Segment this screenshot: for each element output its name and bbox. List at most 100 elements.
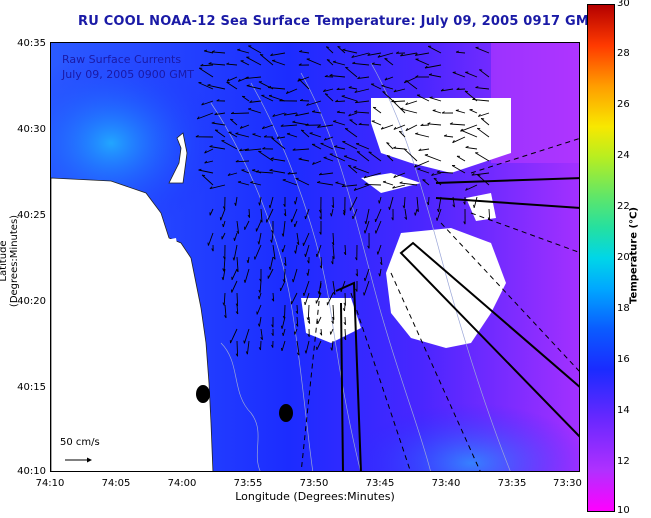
current-vector-head [317,180,321,183]
current-vector-head [324,93,329,95]
current-vector-head [403,148,408,150]
current-vector-arrow [258,292,262,300]
current-vector-head [341,95,345,97]
current-vector-head [415,75,419,78]
current-vector-head [227,173,231,176]
current-vector-arrow [456,155,466,162]
current-vector-arrow [416,94,430,102]
current-vector-arrow [254,244,262,260]
current-vector-arrow [424,64,442,69]
x-tick-label: 73:40 [431,478,461,489]
current-vector-head [331,242,335,246]
current-vector-arrow [308,316,311,324]
x-tick-label: 73:50 [299,478,329,489]
current-vector-head [387,155,391,157]
current-vector-head [388,206,390,210]
current-vector-head [353,187,357,191]
current-vector-arrow [281,316,286,329]
current-vector-arrow [258,316,262,327]
current-vector-arrow [240,124,250,129]
current-vector-arrow [348,87,358,90]
current-vector-arrow [246,340,250,355]
y-tick-label: 40:10 [17,466,46,477]
current-vector-arrow [429,97,442,102]
current-vector-arrow [294,220,298,228]
transect-lines [300,138,579,471]
current-vector-head [336,110,340,113]
colorbar-tick: 30 [617,0,630,9]
current-vector-head [391,99,395,103]
current-vector-head [472,97,476,100]
current-vector-head [280,124,284,127]
current-vector-arrow [364,183,382,186]
current-vector-arrow [230,328,238,344]
current-vector-arrow [245,148,262,152]
current-vector-head [235,353,238,357]
current-vector-arrow [344,128,358,138]
current-vector-head [427,122,431,125]
current-vector-arrow [248,108,262,114]
current-vector-arrow [456,51,466,54]
current-vector-arrow [405,124,418,132]
current-vector-head [235,159,239,163]
current-vector-arrow [427,45,442,54]
current-vector-arrow [282,179,298,186]
current-vector-head [272,59,276,62]
current-vector-head [268,85,272,88]
current-vector-arrow [241,95,250,102]
current-vector-arrow [371,63,382,66]
current-vector-arrow [341,95,358,102]
current-vector-arrow [307,304,310,321]
current-vector-head [296,352,300,356]
current-vector-arrow [405,80,418,90]
current-vector-arrow [399,182,418,186]
current-vector-arrow [476,127,490,138]
current-vector-head [353,166,357,168]
current-vector-arrow [255,220,262,232]
current-vector-head [348,164,352,167]
current-vector-head [292,279,294,283]
current-vector-arrow [427,123,442,126]
current-vector-arrow [243,328,250,344]
current-vector-arrow [351,52,370,58]
current-vector-arrow [298,78,310,90]
current-vector-head [477,174,481,176]
current-vector-arrow [305,340,310,354]
current-vector-arrow [329,75,346,78]
current-vector-arrow [404,208,408,220]
current-vector-arrow [344,244,347,255]
current-vector-head [306,272,309,276]
current-vector-head [405,102,409,106]
current-vector-head [270,157,274,160]
current-vector-head [258,296,260,300]
current-vector-head [211,121,215,124]
current-vector-head [343,252,347,256]
current-vector-head [298,78,302,81]
current-vector-arrow [330,208,334,217]
current-vector-arrow [403,148,418,162]
current-vector-arrow [208,63,226,66]
current-vector-head [420,123,424,126]
current-vector-arrow [268,87,286,90]
current-vector-arrow [282,244,286,253]
current-vector-arrow [393,172,406,179]
current-vector-head [391,217,394,221]
current-vector-head [237,48,241,51]
current-vector-head [283,203,286,207]
y-tick-label: 40:15 [17,382,46,393]
current-vector-arrow [235,133,250,138]
current-vector-arrow [355,100,370,104]
current-vector-arrow [398,130,406,138]
current-vector-head [200,63,204,67]
current-vector-arrow [306,100,322,106]
current-vector-arrow [207,84,226,90]
current-vector-arrow [330,328,334,335]
current-vector-arrow [348,165,358,174]
current-vector-arrow [214,112,226,116]
current-vector-head [395,51,400,54]
current-vector-head [343,337,347,341]
current-vector-arrow [475,87,490,90]
current-vector-head [196,116,200,120]
current-vector-arrow [220,208,226,221]
current-vector-head [477,113,481,117]
